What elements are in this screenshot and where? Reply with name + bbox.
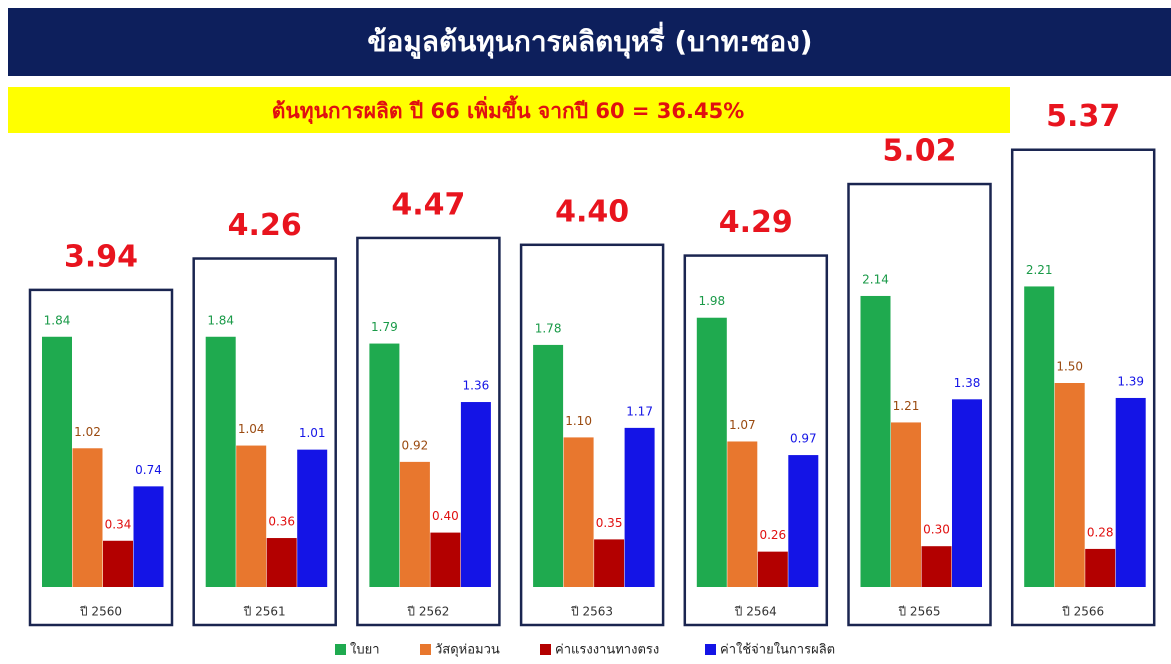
bar (921, 546, 952, 587)
group-box (683, 254, 829, 627)
legend-label: วัสดุห่อมวน (435, 643, 500, 658)
bar (788, 455, 819, 587)
bar (399, 461, 430, 587)
value-label: 1.84 (44, 313, 71, 327)
total-label: 3.94 (64, 239, 138, 274)
bar (460, 402, 491, 587)
value-label: 1.78 (535, 321, 562, 335)
bar (1054, 383, 1085, 587)
value-label: 1.17 (626, 404, 653, 418)
group-box (28, 288, 174, 627)
value-label: 0.34 (105, 517, 132, 531)
bar (860, 295, 891, 587)
value-label: 0.30 (923, 523, 950, 537)
group-box (1010, 148, 1156, 627)
value-label: 0.28 (1087, 525, 1114, 539)
value-label: 1.07 (729, 418, 756, 432)
bar (133, 486, 164, 587)
value-label: 2.14 (862, 272, 889, 286)
value-label: 1.98 (698, 294, 725, 308)
bar (594, 539, 625, 587)
bar (42, 336, 72, 587)
bar (1024, 286, 1055, 587)
bar (103, 540, 133, 587)
total-label: 5.02 (882, 134, 956, 169)
x-tick-label: ปี 2566 (1062, 605, 1105, 619)
value-label: 1.39 (1117, 374, 1144, 388)
x-tick-label: ปี 2560 (79, 605, 122, 619)
bar (952, 399, 982, 587)
value-label: 0.36 (268, 515, 295, 529)
bar (369, 343, 400, 587)
bar (891, 422, 921, 587)
bar (1085, 548, 1116, 587)
legend-swatch (540, 644, 551, 655)
title-band (8, 8, 1171, 76)
chart-title: ข้อมูลต้นทุนการผลิตบุหรี่ (บาท:ซอง) (367, 21, 812, 59)
legend-swatch (335, 644, 346, 655)
value-label: 0.40 (432, 509, 459, 523)
value-label: 1.02 (74, 425, 101, 439)
value-label: 1.21 (893, 399, 920, 413)
bar (727, 441, 758, 587)
legend-label: ค่าแรงงานทางตรง (555, 643, 659, 658)
value-label: 1.04 (238, 422, 265, 436)
bar (1115, 397, 1146, 587)
total-label: 4.47 (391, 187, 465, 222)
value-label: 1.79 (371, 320, 398, 334)
total-label: 5.37 (1046, 99, 1120, 134)
bar (72, 448, 103, 587)
bar (563, 437, 594, 587)
value-label: 1.10 (565, 414, 592, 428)
legend-swatch (705, 644, 716, 655)
bar (757, 551, 788, 587)
value-label: 1.38 (954, 376, 981, 390)
x-tick-label: ปี 2561 (243, 605, 286, 619)
x-tick-label: ปี 2565 (898, 605, 941, 619)
bar (533, 344, 564, 587)
group-box (847, 182, 992, 627)
bar (624, 427, 655, 587)
legend-label: ใบยา (350, 642, 380, 658)
bar (297, 449, 328, 587)
subtitle: ต้นทุนการผลิต ปี 66 เพิ่มขึ้น จากปี 60 =… (272, 95, 745, 125)
value-label: 0.26 (759, 528, 786, 542)
x-tick-label: ปี 2563 (571, 605, 614, 619)
legend-label: ค่าใช้จ่ายในการผลิต (720, 642, 835, 658)
x-tick-label: ปี 2564 (734, 605, 777, 619)
value-label: 0.35 (596, 516, 623, 530)
total-label: 4.29 (719, 205, 793, 240)
legend-swatch (420, 644, 431, 655)
total-label: 4.26 (228, 208, 302, 243)
group-box (356, 236, 501, 627)
subtitle-band (8, 87, 1010, 133)
value-label: 0.74 (135, 463, 162, 477)
group-box (519, 243, 665, 627)
bar (205, 336, 236, 587)
bar (430, 532, 461, 587)
bar (696, 317, 727, 587)
value-label: 1.84 (207, 313, 234, 327)
group-box (192, 257, 337, 627)
value-label: 0.92 (402, 438, 429, 452)
x-tick-label: ปี 2562 (407, 605, 450, 619)
bar (266, 538, 297, 587)
total-label: 4.40 (555, 194, 629, 229)
value-label: 1.36 (463, 379, 490, 393)
value-label: 2.21 (1026, 263, 1053, 277)
value-label: 1.50 (1056, 360, 1083, 374)
value-label: 0.97 (790, 432, 817, 446)
bar (236, 445, 267, 587)
value-label: 1.01 (299, 426, 326, 440)
